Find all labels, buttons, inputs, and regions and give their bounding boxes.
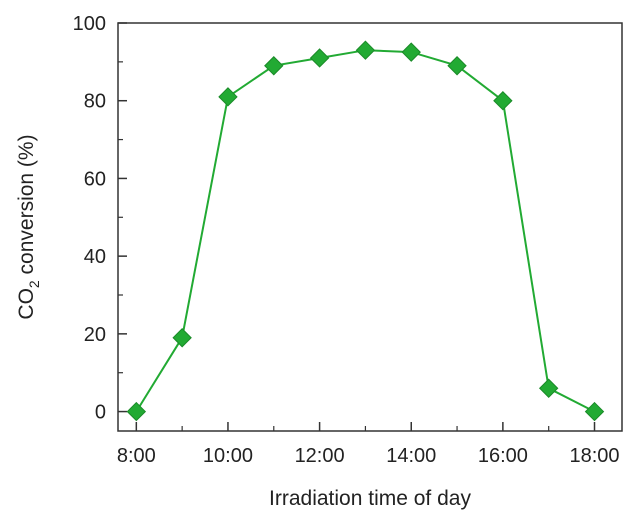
data-point-diamond xyxy=(447,56,467,76)
x-tick-label: 12:00 xyxy=(295,445,345,467)
y-axis-title-main: CO xyxy=(15,288,38,320)
y-tick-label: 40 xyxy=(84,246,106,268)
y-axis-ticks: 0 20 40 60 80 100 xyxy=(73,13,127,424)
data-point-diamond xyxy=(584,401,605,422)
plot-frame xyxy=(117,22,623,432)
data-point-diamond xyxy=(172,328,192,348)
data-point-diamond xyxy=(309,48,330,68)
x-tick-label: 18:00 xyxy=(569,445,619,467)
y-tick-label: 60 xyxy=(84,168,106,190)
x-tick-label: 10:00 xyxy=(203,445,253,467)
data-point-diamond xyxy=(401,42,421,62)
y-tick-label: 20 xyxy=(84,324,106,346)
x-axis-title: Irradiation time of day xyxy=(269,487,471,510)
y-axis-title-rest: conversion (%) xyxy=(15,134,38,280)
data-point-diamond xyxy=(538,378,559,398)
x-tick-label: 8:00 xyxy=(117,445,156,467)
data-point-diamond xyxy=(355,40,376,60)
y-tick-label: 0 xyxy=(95,402,106,424)
series-layer xyxy=(126,40,605,422)
data-point-diamond xyxy=(218,87,238,107)
y-tick-label: 100 xyxy=(73,13,106,35)
data-point-diamond xyxy=(126,401,147,422)
data-point-diamond xyxy=(493,91,513,111)
series-line xyxy=(135,49,595,413)
y-tick-label: 80 xyxy=(84,91,106,113)
x-axis-ticks: 8:00 10:00 12:00 14:00 16:00 18:00 xyxy=(117,422,620,467)
y-axis-title-subscript: 2 xyxy=(26,280,42,288)
y-axis-title: CO2 conversion (%) xyxy=(15,134,42,319)
x-tick-label: 14:00 xyxy=(386,445,436,467)
x-tick-label: 16:00 xyxy=(478,445,528,467)
data-point-diamond xyxy=(264,56,284,76)
